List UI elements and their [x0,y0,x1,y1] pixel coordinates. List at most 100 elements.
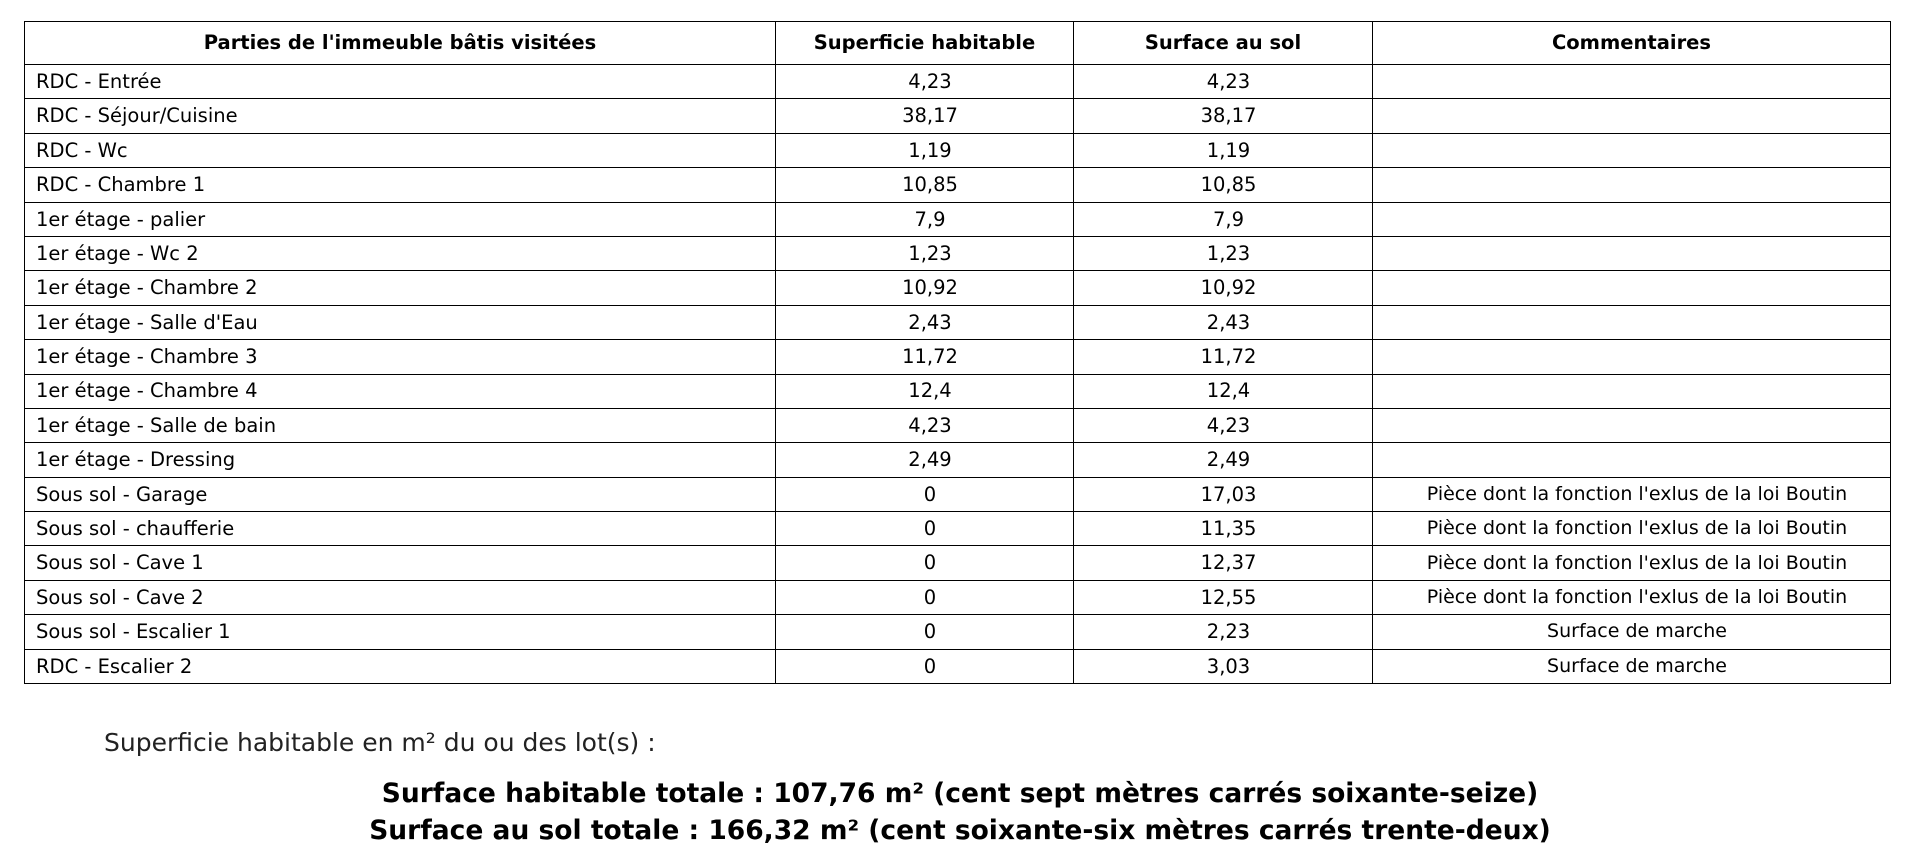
cell-partie: 1er étage - Salle de bain [24,407,776,444]
cell-commentaire [1372,98,1891,134]
cell-partie: 1er étage - Wc 2 [24,235,776,272]
table-row: RDC - Escalier 2 0 3,03 Surface de marche [24,648,1891,685]
cell-superficie-habitable: 2,43 [775,304,1074,341]
table-row: 1er étage - Chambre 3 11,72 11,72 [24,339,1891,375]
table-row: 1er étage - Dressing 2,49 2,49 [24,442,1891,478]
table-row: RDC - Séjour/Cuisine 38,17 38,17 [24,98,1891,134]
totals-block: Surface habitable totale : 107,76 m² (ce… [0,775,1920,849]
cell-surface-au-sol: 1,19 [1073,132,1373,169]
cell-partie: 1er étage - Salle d'Eau [24,304,776,341]
cell-commentaire [1372,339,1891,375]
table-row: Sous sol - Escalier 1 0 2,23 Surface de mar… [24,614,1891,650]
cell-surface-au-sol: 2,49 [1073,442,1373,478]
cell-superficie-habitable: 10,92 [775,270,1074,306]
cell-commentaire: Pièce dont la fonction l'exlus de la loi… [1372,545,1891,581]
cell-partie: RDC - Séjour/Cuisine [24,98,776,134]
cell-commentaire [1372,442,1891,478]
table-row: RDC - Entrée 4,23 4,23 [24,63,1891,100]
cell-surface-au-sol: 12,4 [1073,373,1373,409]
table-row: Sous sol - Cave 1 0 12,37 Pièce dont la fon… [24,545,1891,581]
cell-commentaire [1372,235,1891,272]
cell-partie: 1er étage - Dressing [24,442,776,478]
cell-superficie-habitable: 0 [775,511,1074,547]
table-row: 1er étage - palier 7,9 7,9 [24,201,1891,237]
cell-surface-au-sol: 10,85 [1073,167,1373,203]
cell-surface-au-sol: 11,35 [1073,511,1373,547]
cell-commentaire [1372,132,1891,169]
cell-commentaire [1372,407,1891,444]
cell-superficie-habitable: 2,49 [775,442,1074,478]
table-row: 1er étage - Chambre 4 12,4 12,4 [24,373,1891,409]
cell-superficie-habitable: 38,17 [775,98,1074,134]
cell-superficie-habitable: 0 [775,579,1074,616]
cell-surface-au-sol: 17,03 [1073,476,1373,513]
cell-surface-au-sol: 10,92 [1073,270,1373,306]
cell-partie: RDC - Wc [24,132,776,169]
cell-partie: 1er étage - Chambre 4 [24,373,776,409]
cell-superficie-habitable: 4,23 [775,407,1074,444]
header-superficie-habitable: Superficie habitable [775,21,1074,65]
cell-surface-au-sol: 12,37 [1073,545,1373,581]
cell-commentaire [1372,270,1891,306]
table-row: 1er étage - Wc 2 1,23 1,23 [24,235,1891,272]
header-parties: Parties de l'immeuble bâtis visitées [24,21,776,65]
cell-superficie-habitable: 10,85 [775,167,1074,203]
table-row: 1er étage - Chambre 2 10,92 10,92 [24,270,1891,306]
cell-commentaire: Surface de marche [1372,648,1891,685]
total-sol: Surface au sol totale : 166,32 m² (cent … [369,815,1551,846]
cell-commentaire [1372,304,1891,341]
cell-partie: Sous sol - Garage [24,476,776,513]
cell-partie: RDC - Chambre 1 [24,167,776,203]
cell-surface-au-sol: 4,23 [1073,407,1373,444]
cell-superficie-habitable: 1,19 [775,132,1074,169]
cell-commentaire: Surface de marche [1372,614,1891,650]
table-row: 1er étage - Salle de bain 4,23 4,23 [24,407,1891,444]
cell-superficie-habitable: 0 [775,476,1074,513]
surfaces-table: Parties de l'immeuble bâtis visitées Sup… [24,21,1891,685]
cell-partie: Sous sol - Cave 1 [24,545,776,581]
cell-superficie-habitable: 1,23 [775,235,1074,272]
cell-partie: 1er étage - Chambre 3 [24,339,776,375]
table-row: RDC - Wc 1,19 1,19 [24,132,1891,169]
cell-superficie-habitable: 11,72 [775,339,1074,375]
cell-commentaire [1372,373,1891,409]
table-header-row: Parties de l'immeuble bâtis visitées Sup… [24,21,1891,65]
table-body: RDC - Entrée 4,23 4,23 RDC - Séjour/Cuisine… [24,63,1891,685]
cell-surface-au-sol: 3,03 [1073,648,1373,685]
cell-commentaire [1372,63,1891,100]
table-row: Sous sol - chaufferie 0 11,35 Pièce dont la… [24,511,1891,547]
table-row: RDC - Chambre 1 10,85 10,85 [24,167,1891,203]
header-commentaires: Commentaires [1372,21,1891,65]
cell-superficie-habitable: 4,23 [775,63,1074,100]
cell-surface-au-sol: 11,72 [1073,339,1373,375]
header-surface-au-sol: Surface au sol [1073,21,1373,65]
cell-commentaire [1372,167,1891,203]
cell-surface-au-sol: 2,23 [1073,614,1373,650]
cell-partie: Sous sol - Cave 2 [24,579,776,616]
cell-superficie-habitable: 12,4 [775,373,1074,409]
cell-superficie-habitable: 7,9 [775,201,1074,237]
cell-partie: RDC - Entrée [24,63,776,100]
cell-partie: 1er étage - Chambre 2 [24,270,776,306]
cell-partie: Sous sol - Escalier 1 [24,614,776,650]
table-row: Sous sol - Garage 0 17,03 Pièce dont la fon… [24,476,1891,513]
cell-surface-au-sol: 2,43 [1073,304,1373,341]
cell-superficie-habitable: 0 [775,614,1074,650]
table-row: 1er étage - Salle d'Eau 2,43 2,43 [24,304,1891,341]
cell-partie: 1er étage - palier [24,201,776,237]
summary-label: Superficie habitable en m² du ou des lot… [104,728,656,757]
cell-superficie-habitable: 0 [775,648,1074,685]
cell-commentaire [1372,201,1891,237]
cell-partie: RDC - Escalier 2 [24,648,776,685]
table-row: Sous sol - Cave 2 0 12,55 Pièce dont la fon… [24,579,1891,616]
total-habitable: Surface habitable totale : 107,76 m² (ce… [381,778,1539,809]
cell-surface-au-sol: 4,23 [1073,63,1373,100]
cell-partie: Sous sol - chaufferie [24,511,776,547]
cell-surface-au-sol: 1,23 [1073,235,1373,272]
cell-commentaire: Pièce dont la fonction l'exlus de la loi… [1372,476,1891,513]
cell-superficie-habitable: 0 [775,545,1074,581]
cell-surface-au-sol: 38,17 [1073,98,1373,134]
cell-surface-au-sol: 12,55 [1073,579,1373,616]
cell-commentaire: Pièce dont la fonction l'exlus de la loi… [1372,579,1891,616]
